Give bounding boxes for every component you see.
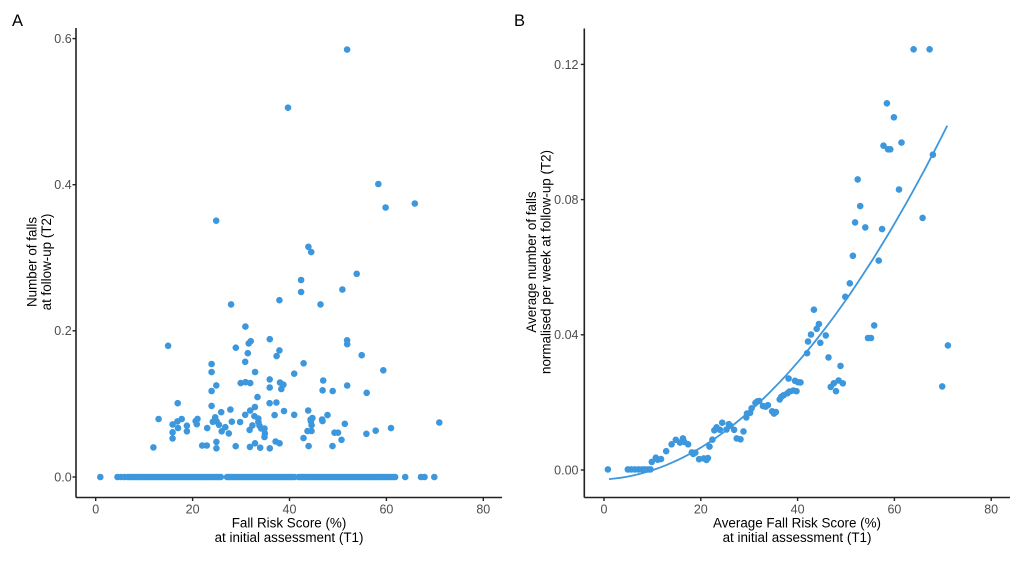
- svg-text:0.04: 0.04: [554, 328, 578, 342]
- svg-text:Average number of falls: Average number of falls: [524, 191, 539, 332]
- svg-text:60: 60: [887, 503, 901, 517]
- svg-text:40: 40: [791, 503, 805, 517]
- svg-text:0.0: 0.0: [54, 470, 71, 484]
- svg-text:A: A: [12, 12, 23, 30]
- svg-text:normalised per week at follow-: normalised per week at follow-up (T2): [538, 150, 553, 374]
- svg-text:Fall Risk Score (%): Fall Risk Score (%): [232, 516, 347, 531]
- svg-text:0.12: 0.12: [554, 58, 578, 72]
- svg-text:20: 20: [186, 503, 200, 517]
- svg-text:0.2: 0.2: [54, 324, 71, 338]
- svg-text:0.6: 0.6: [54, 32, 71, 46]
- svg-text:at follow-up (T2): at follow-up (T2): [39, 214, 54, 311]
- svg-text:at initial assessment (T1): at initial assessment (T1): [723, 530, 872, 545]
- svg-text:80: 80: [984, 503, 998, 517]
- svg-text:0.00: 0.00: [554, 463, 578, 477]
- svg-text:60: 60: [379, 503, 393, 517]
- svg-text:80: 80: [476, 503, 490, 517]
- svg-text:0.4: 0.4: [54, 178, 71, 192]
- svg-text:0: 0: [601, 503, 608, 517]
- svg-text:40: 40: [283, 503, 297, 517]
- svg-text:Average Fall Risk Score (%): Average Fall Risk Score (%): [713, 516, 881, 531]
- svg-text:at initial assessment (T1): at initial assessment (T1): [215, 530, 364, 545]
- svg-text:0.08: 0.08: [554, 193, 578, 207]
- svg-text:B: B: [514, 12, 525, 30]
- svg-text:Number of falls: Number of falls: [25, 217, 40, 307]
- svg-text:20: 20: [694, 503, 708, 517]
- svg-text:0: 0: [92, 503, 99, 517]
